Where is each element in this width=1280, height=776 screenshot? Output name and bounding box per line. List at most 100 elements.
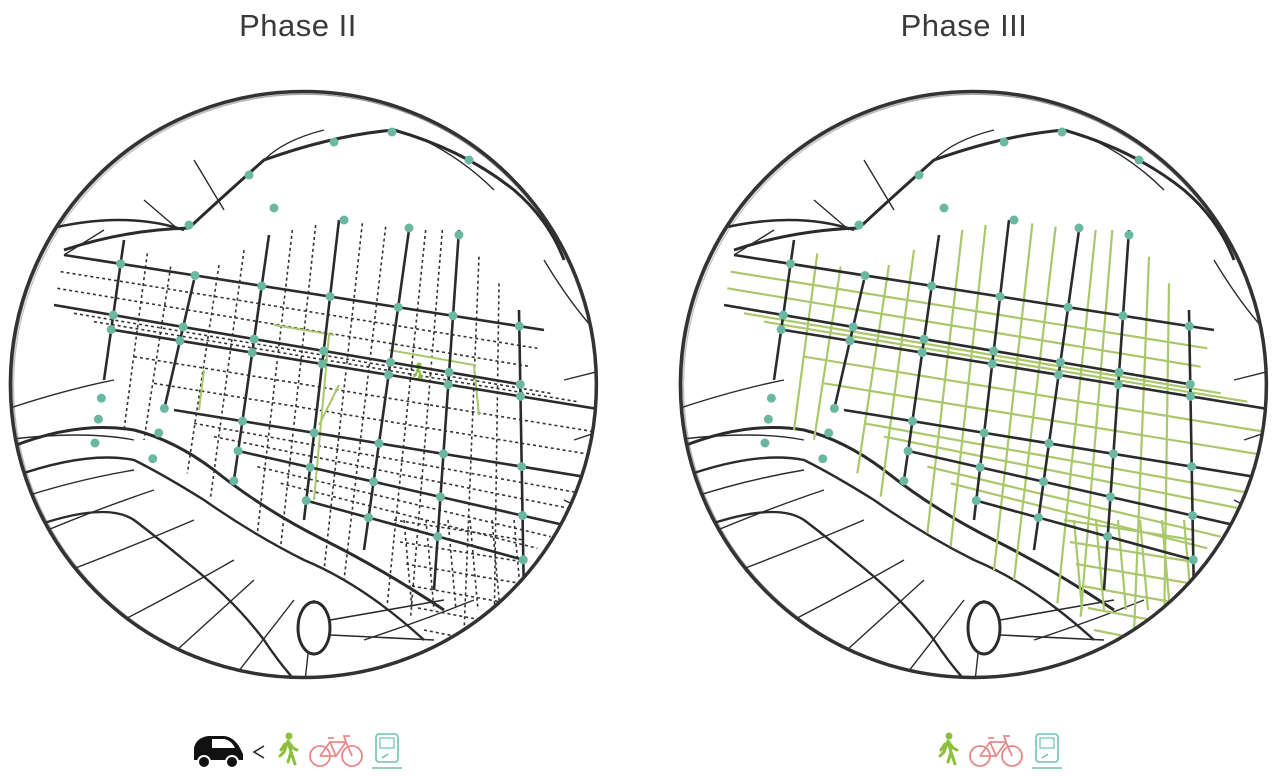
transit-node — [106, 325, 116, 335]
local-street — [399, 541, 525, 563]
minor-road — [1213, 259, 1266, 341]
transit-node — [1074, 223, 1084, 233]
green-street — [388, 349, 475, 366]
minor-road — [1243, 429, 1266, 441]
minor-road — [813, 579, 925, 677]
transit-node — [317, 359, 327, 369]
major-avenue — [233, 448, 565, 527]
transit-node — [760, 438, 770, 448]
local-street — [803, 355, 1266, 435]
transit-node — [939, 203, 949, 213]
minor-road — [1093, 139, 1165, 191]
map-circle-border — [678, 89, 1269, 680]
transit-node — [1063, 302, 1073, 312]
map-circle-border — [13, 94, 597, 678]
transit-node — [159, 403, 169, 413]
local-street — [879, 249, 916, 497]
north-frame-road — [733, 128, 1236, 261]
local-street — [256, 229, 294, 534]
local-street — [1162, 283, 1171, 637]
riverbank-road — [682, 456, 1095, 641]
north-frame-road — [63, 128, 566, 261]
transit-node — [90, 438, 100, 448]
local-street — [927, 465, 1221, 538]
local-street — [423, 629, 525, 651]
local-street — [743, 312, 1221, 395]
local-street — [57, 287, 531, 368]
map-circle-border — [683, 94, 1267, 678]
transit-node — [448, 311, 458, 321]
transit-node — [1039, 477, 1049, 487]
transit-node — [229, 476, 239, 486]
pedestrian-icon — [278, 732, 299, 766]
local-street — [60, 270, 538, 350]
minor-road — [543, 549, 596, 581]
minor-road — [682, 434, 805, 441]
park-oval — [296, 600, 332, 656]
local-street — [1160, 519, 1172, 611]
car-icon — [194, 736, 243, 769]
map-circle-border — [11, 91, 598, 678]
transit-node — [178, 322, 188, 332]
transit-node — [1124, 230, 1134, 240]
transit-node — [257, 281, 267, 291]
transit-node — [301, 496, 311, 506]
transit-node — [999, 137, 1009, 147]
local-street — [1063, 518, 1195, 542]
green-street — [198, 369, 205, 411]
local-street — [343, 226, 387, 581]
major-avenue — [973, 498, 1195, 562]
transit-node — [903, 446, 913, 456]
major-street — [902, 234, 941, 481]
local-street — [133, 355, 596, 435]
local-street — [491, 519, 501, 611]
transit-node — [438, 449, 448, 459]
transit-node — [776, 325, 786, 335]
minor-road — [143, 579, 255, 677]
transit-node — [1118, 311, 1128, 321]
local-street — [1056, 229, 1097, 604]
transit-node — [444, 367, 454, 377]
transit-node — [108, 310, 118, 320]
local-street — [992, 223, 1034, 571]
minor-road — [573, 429, 596, 441]
transit-node — [96, 393, 106, 403]
transit-icon — [1032, 733, 1062, 769]
map-circle-border — [8, 89, 599, 680]
transit-node — [309, 428, 319, 438]
minor-road — [999, 599, 1115, 641]
north-frame-road — [713, 218, 855, 232]
minor-road — [863, 159, 895, 211]
local-street — [792, 253, 819, 431]
transit-node — [233, 446, 243, 456]
phase-3-street-map — [678, 89, 1269, 680]
panel-title-phase-3: Phase III — [900, 8, 1028, 43]
green-street — [318, 384, 340, 426]
local-street — [386, 229, 427, 604]
local-street — [856, 264, 891, 474]
transit-node — [818, 454, 828, 464]
riverbank-road — [12, 456, 425, 641]
transit-node — [1054, 370, 1064, 380]
local-street — [393, 519, 525, 541]
minor-road — [12, 379, 115, 411]
major-avenue — [303, 498, 525, 562]
transit-node — [899, 476, 909, 486]
transit-node — [514, 321, 524, 331]
minor-road — [543, 259, 596, 341]
transit-node — [1188, 511, 1198, 521]
local-street — [93, 320, 578, 403]
transit-node — [369, 477, 379, 487]
local-street — [213, 435, 578, 511]
transit-node — [384, 370, 394, 380]
transit-node — [515, 391, 525, 401]
local-street — [209, 249, 245, 497]
major-avenue — [63, 253, 545, 332]
local-street — [949, 224, 987, 547]
transit-node — [1055, 357, 1065, 367]
transit-node — [854, 220, 864, 230]
transit-node — [190, 270, 200, 280]
local-street — [883, 435, 1248, 512]
transit-node — [860, 270, 870, 280]
transit-node — [269, 203, 279, 213]
